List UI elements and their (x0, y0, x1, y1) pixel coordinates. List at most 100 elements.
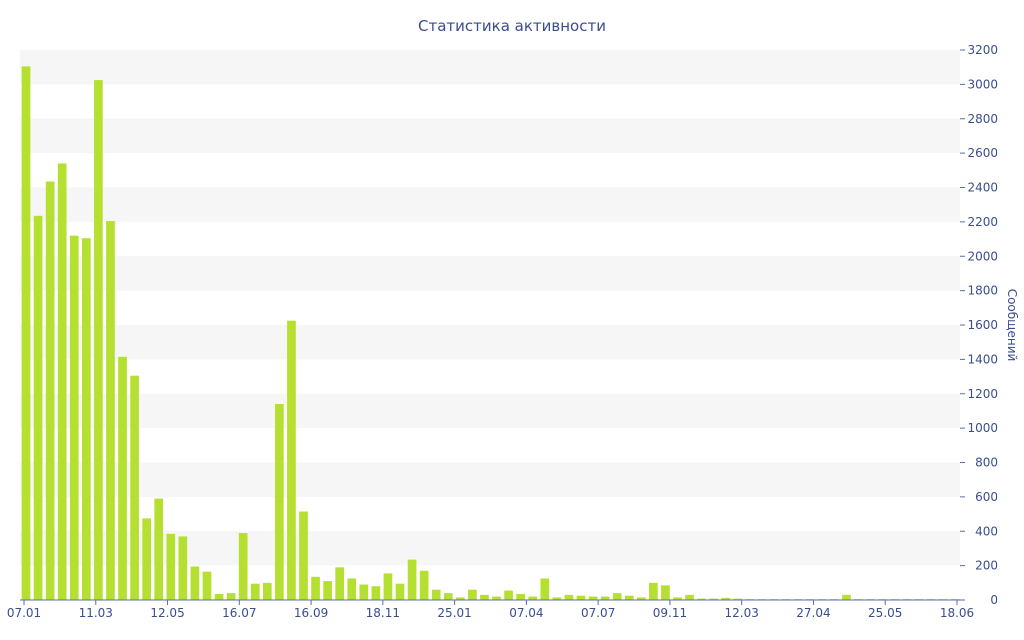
bar (564, 594, 574, 600)
bar (154, 498, 164, 600)
bar (250, 583, 260, 600)
y-axis-label: Сообщений (1005, 289, 1019, 362)
bar (371, 586, 381, 600)
x-tick-label: 09.11 (653, 606, 687, 620)
bar (45, 181, 55, 601)
y-tick-label: 2200 (967, 215, 998, 229)
x-tick-label: 18.06 (940, 606, 974, 620)
x-tick-label: 12.05 (150, 606, 184, 620)
bar (649, 582, 658, 600)
x-tick-label: 11.03 (79, 606, 113, 620)
bar (130, 375, 139, 600)
bar (419, 570, 429, 600)
y-tick-label: 2000 (967, 249, 998, 263)
bar (636, 597, 646, 600)
y-tick-label: 800 (975, 456, 998, 470)
bar (842, 594, 851, 600)
y-tick-label: 2400 (967, 181, 998, 195)
grid-band (20, 531, 960, 566)
x-tick-label: 16.07 (222, 606, 256, 620)
bar (431, 589, 441, 600)
y-tick-label: 1600 (967, 318, 998, 332)
x-tick-label: 12.03 (725, 606, 759, 620)
bar (395, 583, 405, 600)
bar (685, 594, 694, 600)
bar (166, 533, 176, 600)
x-tick-label: 07.01 (7, 606, 41, 620)
bar (697, 598, 706, 601)
bar (311, 576, 320, 600)
bar (455, 597, 465, 600)
bar (226, 593, 236, 601)
y-tick-label: 1800 (967, 284, 998, 298)
bar (335, 567, 345, 600)
bar (94, 80, 103, 600)
y-tick-label: 1000 (967, 421, 998, 435)
bar (480, 594, 489, 600)
x-tick-label: 16.09 (294, 606, 328, 620)
bar (57, 163, 67, 600)
y-tick-label: 0 (990, 593, 998, 607)
bar (69, 235, 79, 601)
bar (21, 66, 31, 600)
bar (81, 238, 91, 600)
bar (504, 590, 513, 600)
bar (118, 356, 127, 600)
x-tick-label: 18.11 (366, 606, 400, 620)
bar (142, 518, 151, 600)
bar (528, 596, 538, 600)
bar (190, 566, 200, 600)
grid-band (20, 50, 960, 85)
x-tick-label: 25.01 (437, 606, 471, 620)
bar (516, 593, 526, 600)
y-tick-label: 3200 (967, 43, 998, 57)
bar (106, 221, 115, 600)
y-tick-label: 1400 (967, 352, 998, 366)
bar (359, 584, 369, 600)
chart-title: Статистика активности (418, 17, 606, 35)
bar (709, 598, 719, 601)
y-tick-label: 1200 (967, 387, 998, 401)
bar (468, 589, 477, 600)
grid-band (20, 462, 960, 497)
bar (552, 597, 562, 600)
bars (21, 66, 960, 601)
bar (299, 511, 308, 600)
y-tick-label: 3000 (967, 77, 998, 91)
bar (576, 595, 586, 600)
bar (540, 578, 550, 600)
y-tick-label: 200 (975, 559, 998, 573)
bar (238, 532, 248, 600)
y-tick-label: 2600 (967, 146, 998, 160)
y-tick-label: 400 (975, 524, 998, 538)
bar (443, 593, 453, 601)
bar (673, 597, 682, 600)
y-tick-label: 2800 (967, 112, 998, 126)
bar (262, 582, 272, 600)
bar (733, 598, 743, 601)
bar (323, 581, 332, 600)
x-tick-label: 07.07 (581, 606, 615, 620)
bar (624, 595, 634, 600)
bar (407, 559, 417, 600)
bar (287, 320, 296, 600)
x-tick-label: 07.04 (509, 606, 543, 620)
grid-band (20, 393, 960, 429)
grid-band (20, 118, 960, 154)
bar (661, 585, 670, 600)
grid-band (20, 187, 960, 222)
bar (275, 404, 284, 600)
bar (492, 596, 501, 600)
grid-bands (20, 50, 960, 566)
y-axis-ticks: 0 200 400 600 800 1000 1200 1400 1600 1800 2000 220… (960, 43, 998, 607)
bar (202, 571, 212, 600)
bar (588, 596, 598, 600)
bar (721, 597, 731, 600)
x-axis-ticks: 07.01 11.03 12.05 16.07 16.09 18.11 25.01 07.04… (7, 600, 974, 620)
bar (600, 596, 610, 600)
x-tick-label: 25.05 (868, 606, 902, 620)
x-tick-label: 27.04 (796, 606, 830, 620)
y-tick-label: 600 (975, 490, 998, 504)
grid-band (20, 325, 960, 360)
